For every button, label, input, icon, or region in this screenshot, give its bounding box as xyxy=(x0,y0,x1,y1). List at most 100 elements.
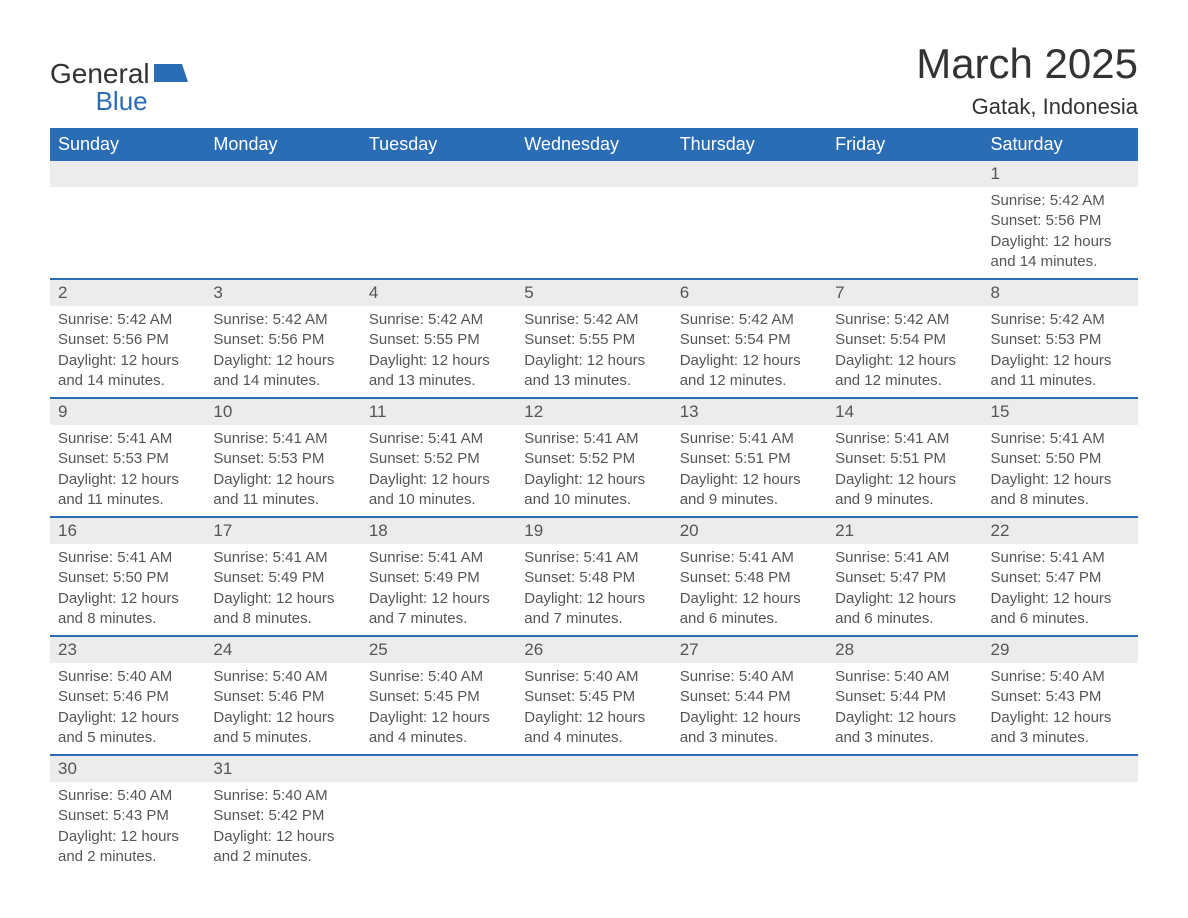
sunset-text: Sunset: 5:45 PM xyxy=(369,687,508,707)
day-number: 12 xyxy=(516,399,671,425)
day-number: 2 xyxy=(50,280,205,306)
sunrise-text: Sunrise: 5:40 AM xyxy=(991,667,1130,687)
calendar-day-cell: 2Sunrise: 5:42 AMSunset: 5:56 PMDaylight… xyxy=(50,279,205,398)
day-details: Sunrise: 5:40 AMSunset: 5:42 PMDaylight:… xyxy=(205,782,360,873)
calendar-day-cell: 14Sunrise: 5:41 AMSunset: 5:51 PMDayligh… xyxy=(827,398,982,517)
day-number xyxy=(361,161,516,187)
calendar-day-cell: 23Sunrise: 5:40 AMSunset: 5:46 PMDayligh… xyxy=(50,636,205,755)
day-details: Sunrise: 5:40 AMSunset: 5:46 PMDaylight:… xyxy=(50,663,205,754)
day-details: Sunrise: 5:40 AMSunset: 5:46 PMDaylight:… xyxy=(205,663,360,754)
calendar-day-cell: 21 Sunrise: 5:41 AMSunset: 5:47 PMDayligh… xyxy=(827,517,982,636)
daylight-text: Daylight: 12 hours and 6 minutes. xyxy=(835,589,974,630)
daylight-text: Daylight: 12 hours and 5 minutes. xyxy=(58,708,197,749)
day-number: 13 xyxy=(672,399,827,425)
sunset-text: Sunset: 5:43 PM xyxy=(991,687,1130,707)
day-details: Sunrise: 5:41 AMSunset: 5:50 PMDaylight:… xyxy=(983,425,1138,516)
day-details: Sunrise: 5:41 AMSunset: 5:51 PMDaylight:… xyxy=(672,425,827,516)
daylight-text: Daylight: 12 hours and 10 minutes. xyxy=(524,470,663,511)
day-details xyxy=(672,187,827,207)
calendar-day-cell: 13Sunrise: 5:41 AMSunset: 5:51 PMDayligh… xyxy=(672,398,827,517)
sunrise-text: Sunrise: 5:41 AM xyxy=(58,548,197,568)
day-number: 3 xyxy=(205,280,360,306)
daylight-text: Daylight: 12 hours and 3 minutes. xyxy=(835,708,974,749)
sunset-text: Sunset: 5:53 PM xyxy=(58,449,197,469)
calendar-day-cell xyxy=(361,161,516,279)
day-number: 14 xyxy=(827,399,982,425)
sunset-text: Sunset: 5:49 PM xyxy=(213,568,352,588)
sunset-text: Sunset: 5:52 PM xyxy=(369,449,508,469)
logo-flag-icon xyxy=(154,60,188,82)
sunset-text: Sunset: 5:44 PM xyxy=(680,687,819,707)
calendar-day-cell xyxy=(827,161,982,279)
sunset-text: Sunset: 5:53 PM xyxy=(991,330,1130,350)
sunrise-text: Sunrise: 5:41 AM xyxy=(835,429,974,449)
sunrise-text: Sunrise: 5:42 AM xyxy=(58,310,197,330)
day-details: Sunrise: 5:42 AMSunset: 5:55 PMDaylight:… xyxy=(361,306,516,397)
calendar-day-cell: 1Sunrise: 5:42 AMSunset: 5:56 PMDaylight… xyxy=(983,161,1138,279)
calendar-week-row: 2 Sunrise: 5:42 AMSunset: 5:56 PM Daylight… xyxy=(50,279,1138,398)
daylight-text: Daylight: 12 hours and 4 minutes. xyxy=(369,708,508,749)
sunset-text: Sunset: 5:47 PM xyxy=(835,568,974,588)
calendar-day-cell: 16Sunrise: 5:41 AMSunset: 5:50 PMDayligh… xyxy=(50,517,205,636)
weekday-header: Tuesday xyxy=(361,128,516,161)
sunset-text: Sunset: 5:56 PM xyxy=(58,330,197,350)
day-number: 11 xyxy=(361,399,516,425)
day-details: Sunrise: 5:41 AMSunset: 5:49 PMDaylight:… xyxy=(205,544,360,635)
calendar-table: Sunday Monday Tuesday Wednesday Thursday… xyxy=(50,128,1138,873)
daylight-text: Daylight: 12 hours and 7 minutes. xyxy=(524,589,663,630)
calendar-day-cell xyxy=(983,755,1138,873)
day-details: Sunrise: 5:42 AMSunset: 5:54 PMDaylight:… xyxy=(827,306,982,397)
calendar-day-cell: 8Sunrise: 5:42 AMSunset: 5:53 PMDaylight… xyxy=(983,279,1138,398)
daylight-text: Daylight: 12 hours and 14 minutes. xyxy=(991,232,1130,273)
day-details xyxy=(361,782,516,802)
calendar-day-cell: 19Sunrise: 5:41 AMSunset: 5:48 PMDayligh… xyxy=(516,517,671,636)
sunrise-text: Sunrise: 5:41 AM xyxy=(524,429,663,449)
day-details: Sunrise: 5:41 AMSunset: 5:52 PMDaylight:… xyxy=(516,425,671,516)
day-details xyxy=(672,782,827,802)
calendar-week-row: 30Sunrise: 5:40 AMSunset: 5:43 PMDayligh… xyxy=(50,755,1138,873)
daylight-text: Daylight: 12 hours and 14 minutes. xyxy=(213,351,352,392)
daylight-text: Daylight: 12 hours and 8 minutes. xyxy=(58,589,197,630)
calendar-day-cell: 7Sunrise: 5:42 AMSunset: 5:54 PMDaylight… xyxy=(827,279,982,398)
day-details xyxy=(50,187,205,207)
sunset-text: Sunset: 5:50 PM xyxy=(991,449,1130,469)
sunrise-text: Sunrise: 5:41 AM xyxy=(58,429,197,449)
day-number: 18 xyxy=(361,518,516,544)
sunrise-text: Sunrise: 5:41 AM xyxy=(680,429,819,449)
calendar-day-cell: 18Sunrise: 5:41 AMSunset: 5:49 PMDayligh… xyxy=(361,517,516,636)
day-details xyxy=(516,187,671,207)
calendar-day-cell: 15Sunrise: 5:41 AMSunset: 5:50 PMDayligh… xyxy=(983,398,1138,517)
logo-text-general: General xyxy=(50,60,150,88)
sunset-text: Sunset: 5:50 PM xyxy=(58,568,197,588)
sunrise-text: Sunrise: 5:41 AM xyxy=(680,548,819,568)
sunrise-text: Sunrise: 5:40 AM xyxy=(213,667,352,687)
calendar-day-cell: 31Sunrise: 5:40 AMSunset: 5:42 PMDayligh… xyxy=(205,755,360,873)
calendar-day-cell: 28Sunrise: 5:40 AMSunset: 5:44 PMDayligh… xyxy=(827,636,982,755)
sunrise-text: Sunrise: 5:41 AM xyxy=(835,548,974,568)
calendar-week-row: 23Sunrise: 5:40 AMSunset: 5:46 PMDayligh… xyxy=(50,636,1138,755)
logo: General Blue xyxy=(50,40,188,114)
calendar-day-cell: 11Sunrise: 5:41 AMSunset: 5:52 PMDayligh… xyxy=(361,398,516,517)
day-details: Sunrise: 5:41 AMSunset: 5:47 PMDaylight:… xyxy=(983,544,1138,635)
day-details xyxy=(827,782,982,802)
daylight-text: Daylight: 12 hours and 11 minutes. xyxy=(991,351,1130,392)
day-number: 27 xyxy=(672,637,827,663)
day-number: 21 xyxy=(827,518,982,544)
day-number: 15 xyxy=(983,399,1138,425)
daylight-text: Daylight: 12 hours and 8 minutes. xyxy=(213,589,352,630)
weekday-header: Monday xyxy=(205,128,360,161)
sunset-text: Sunset: 5:46 PM xyxy=(58,687,197,707)
day-number: 4 xyxy=(361,280,516,306)
sunrise-text: Sunrise: 5:40 AM xyxy=(835,667,974,687)
daylight-text: Daylight: 12 hours and 11 minutes. xyxy=(58,470,197,511)
day-details: Sunrise: 5:41 AMSunset: 5:53 PMDaylight:… xyxy=(205,425,360,516)
day-number: 23 xyxy=(50,637,205,663)
day-details: Sunrise: 5:41 AMSunset: 5:48 PMDaylight:… xyxy=(516,544,671,635)
day-number: 5 xyxy=(516,280,671,306)
day-number: 10 xyxy=(205,399,360,425)
day-number: 24 xyxy=(205,637,360,663)
calendar-day-cell: 4Sunrise: 5:42 AMSunset: 5:55 PMDaylight… xyxy=(361,279,516,398)
weekday-header-row: Sunday Monday Tuesday Wednesday Thursday… xyxy=(50,128,1138,161)
calendar-day-cell xyxy=(672,161,827,279)
day-number: 8 xyxy=(983,280,1138,306)
